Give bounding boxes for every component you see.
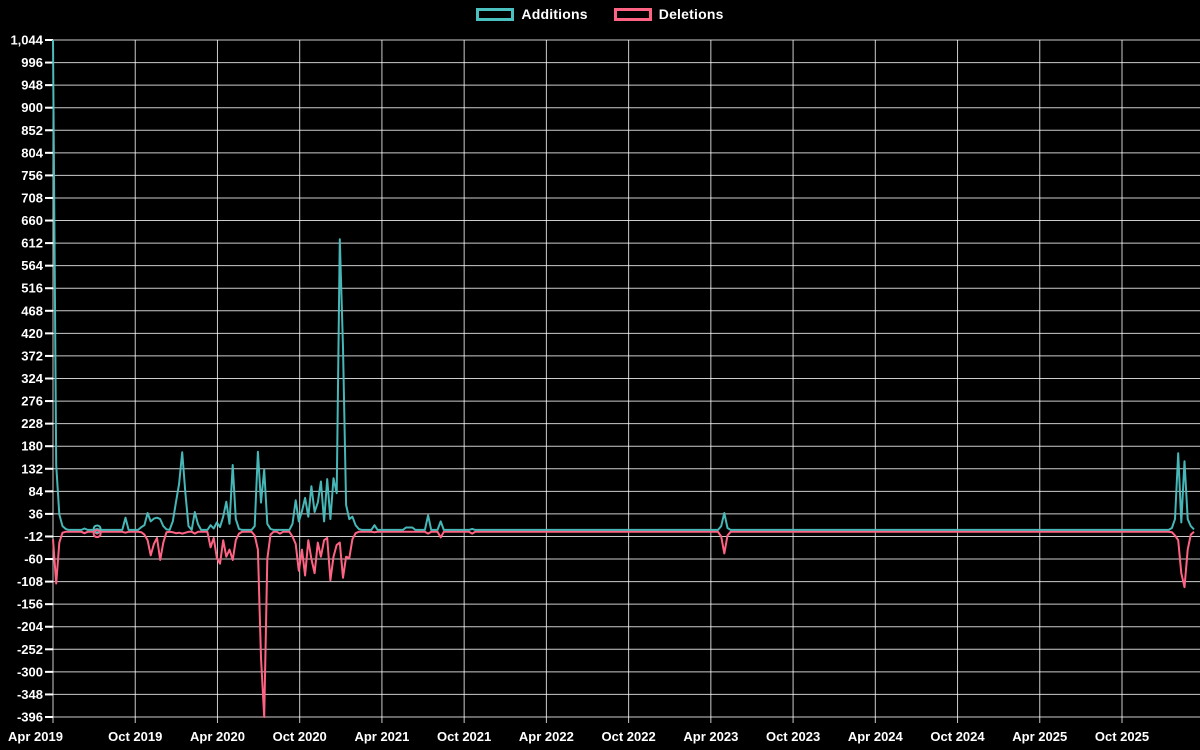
svg-text:660: 660 xyxy=(21,213,43,228)
svg-text:Oct 2023: Oct 2023 xyxy=(766,729,820,744)
svg-text:852: 852 xyxy=(21,123,43,138)
svg-text:420: 420 xyxy=(21,326,43,341)
svg-text:-12: -12 xyxy=(24,529,43,544)
svg-text:804: 804 xyxy=(21,145,43,160)
svg-text:36: 36 xyxy=(29,506,43,521)
svg-text:228: 228 xyxy=(21,416,43,431)
svg-text:-60: -60 xyxy=(24,552,43,567)
additions-line xyxy=(52,39,1195,531)
svg-text:-156: -156 xyxy=(17,597,43,612)
deletions-swatch xyxy=(613,7,652,21)
svg-text:Oct 2022: Oct 2022 xyxy=(602,729,656,744)
svg-text:Apr 2022: Apr 2022 xyxy=(519,729,574,744)
gridlines xyxy=(52,39,1200,723)
svg-text:516: 516 xyxy=(21,281,43,296)
svg-text:Oct 2021: Oct 2021 xyxy=(437,729,491,744)
svg-text:Oct 2019: Oct 2019 xyxy=(108,729,162,744)
svg-text:Apr 2023: Apr 2023 xyxy=(683,729,738,744)
point-markers xyxy=(92,524,102,539)
svg-text:Apr 2020: Apr 2020 xyxy=(190,729,245,744)
svg-text:Apr 2024: Apr 2024 xyxy=(848,729,904,744)
svg-text:1,044: 1,044 xyxy=(10,33,43,48)
legend-label-deletions: Deletions xyxy=(658,6,724,22)
svg-text:Apr 2025: Apr 2025 xyxy=(1012,729,1067,744)
svg-text:84: 84 xyxy=(29,484,44,499)
svg-text:372: 372 xyxy=(21,348,43,363)
y-axis-ticks: 1,044 996 948 900 852 804 756 708 660 612 564 516 46… xyxy=(10,33,53,725)
svg-text:Oct 2024: Oct 2024 xyxy=(930,729,985,744)
svg-text:-108: -108 xyxy=(17,574,43,589)
svg-text:132: 132 xyxy=(21,461,43,476)
svg-text:324: 324 xyxy=(21,371,43,386)
legend: Additions Deletions xyxy=(0,6,1200,22)
svg-text:996: 996 xyxy=(21,55,43,70)
svg-text:-300: -300 xyxy=(17,664,43,679)
svg-text:948: 948 xyxy=(21,78,43,93)
svg-text:180: 180 xyxy=(21,439,43,454)
svg-text:-348: -348 xyxy=(17,687,43,702)
legend-item-deletions[interactable]: Deletions xyxy=(613,6,724,22)
svg-text:756: 756 xyxy=(21,168,43,183)
svg-text:900: 900 xyxy=(21,100,43,115)
additions-swatch xyxy=(476,7,515,21)
svg-text:Apr 2019: Apr 2019 xyxy=(8,729,63,744)
svg-text:-252: -252 xyxy=(17,642,43,657)
svg-text:Oct 2020: Oct 2020 xyxy=(273,729,327,744)
svg-text:276: 276 xyxy=(21,394,43,409)
svg-text:564: 564 xyxy=(21,258,43,273)
svg-text:708: 708 xyxy=(21,190,43,205)
svg-text:468: 468 xyxy=(21,303,43,318)
svg-text:Apr 2021: Apr 2021 xyxy=(354,729,409,744)
svg-text:612: 612 xyxy=(21,236,43,251)
legend-label-additions: Additions xyxy=(521,6,588,22)
deletions-line xyxy=(52,530,1195,718)
svg-text:-204: -204 xyxy=(17,619,44,634)
x-axis-ticks: Apr 2019 Oct 2019 Apr 2020 Oct 2020 Apr 2021… xyxy=(8,729,1149,744)
legend-item-additions[interactable]: Additions xyxy=(476,6,588,22)
svg-text:-396: -396 xyxy=(17,710,43,725)
svg-text:Oct 2025: Oct 2025 xyxy=(1095,729,1149,744)
